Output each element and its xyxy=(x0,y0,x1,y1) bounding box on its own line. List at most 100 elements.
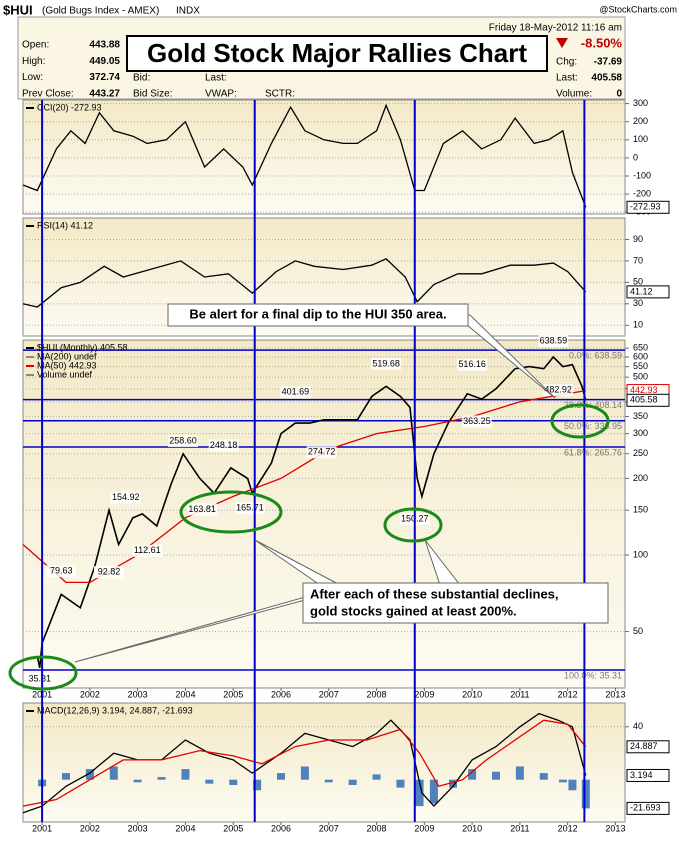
info-label: Open: xyxy=(22,40,49,51)
last-value: 442.93 xyxy=(630,385,658,395)
info-label: High: xyxy=(22,56,45,67)
point-label: 163.81 xyxy=(188,504,216,514)
point-label-box xyxy=(132,544,163,557)
info-label: Prev Close: xyxy=(22,89,74,100)
point-label: 112.61 xyxy=(134,545,161,555)
point-label: 516.16 xyxy=(458,359,486,369)
y-tick-label: 90 xyxy=(633,234,643,244)
last-label: Last: xyxy=(556,73,578,84)
point-label: 482.92 xyxy=(544,384,572,394)
y-tick-label: -200 xyxy=(633,188,651,198)
panel-background xyxy=(22,702,626,823)
last-value: 405.58 xyxy=(630,395,658,405)
histogram-bar xyxy=(468,769,477,780)
y-tick-label: 10 xyxy=(633,320,643,330)
chg-value: -37.69 xyxy=(594,57,623,68)
level-label: 100.0%: 35.31 xyxy=(564,670,622,680)
y-tick-label: -100 xyxy=(633,170,651,180)
point-label-box xyxy=(168,435,199,448)
y-tick-label: 100 xyxy=(633,549,648,559)
point-label-box xyxy=(461,415,492,428)
histogram-bar xyxy=(229,779,238,785)
y-tick-label: 250 xyxy=(633,448,648,458)
point-label: 638.59 xyxy=(540,336,568,346)
x-tick-label: 2002 xyxy=(80,823,100,833)
highlight-ellipse xyxy=(383,507,443,543)
series-line xyxy=(22,103,587,208)
point-label: 92.82 xyxy=(98,567,121,577)
y-tick-label: 70 xyxy=(633,255,643,265)
histogram-bar xyxy=(277,773,285,780)
y-tick-label: 0 xyxy=(633,152,638,162)
banner: Gold Stock Major Rallies Chart xyxy=(147,38,527,68)
series-line xyxy=(22,258,587,308)
x-tick-label: 2004 xyxy=(175,689,195,699)
x-tick-label: 2007 xyxy=(319,689,339,699)
y-tick-label: 600 xyxy=(633,351,648,361)
histogram-bar xyxy=(253,779,262,791)
point-label: 258.60 xyxy=(169,435,197,445)
legend-label: MA(200) undef xyxy=(37,351,97,361)
histogram-bar xyxy=(157,777,166,780)
info-label: Low: xyxy=(22,72,43,83)
point-label-box xyxy=(110,491,141,504)
histogram-bar xyxy=(85,769,94,780)
volume-value: 0 xyxy=(616,89,622,100)
point-label: 35.31 xyxy=(28,673,51,683)
histogram-bar xyxy=(181,769,190,780)
y-tick-label: 40 xyxy=(633,721,643,731)
x-tick-label: 2013 xyxy=(605,823,625,833)
legend-label: MA(50) 442.93 xyxy=(37,360,97,370)
index-name: (Gold Bugs Index - AMEX) xyxy=(42,6,159,17)
x-tick-label: 2005 xyxy=(223,689,243,699)
histogram-bar xyxy=(133,779,142,783)
histogram-bar xyxy=(558,779,567,783)
y-tick-label: 650 xyxy=(633,343,648,353)
point-label: 401.69 xyxy=(282,387,310,397)
field: Last: xyxy=(205,73,227,84)
field: Bid: xyxy=(133,73,150,84)
point-label-box xyxy=(543,384,574,397)
point-label: 248.18 xyxy=(210,440,238,450)
x-tick-label: 2013 xyxy=(605,689,625,699)
highlight-ellipse xyxy=(179,490,283,534)
down-arrow xyxy=(556,38,568,48)
histogram-bar xyxy=(372,774,381,780)
last-value: 24.887 xyxy=(630,741,658,751)
banner-box xyxy=(126,35,548,72)
series-line xyxy=(22,712,587,814)
histogram-bar xyxy=(396,779,405,788)
histogram-bar xyxy=(348,779,357,785)
source: @StockCharts.com xyxy=(599,4,677,14)
x-tick-label: 2009 xyxy=(414,689,434,699)
chg-label: Chg: xyxy=(556,57,577,68)
point-label: 274.72 xyxy=(308,447,336,457)
y-tick-label: 50 xyxy=(633,626,643,636)
histogram-bar xyxy=(515,766,524,780)
y-tick-label: 550 xyxy=(633,361,648,371)
info-value: 443.27 xyxy=(89,89,120,100)
histogram-bar xyxy=(581,779,590,809)
last-value: 405.58 xyxy=(591,73,622,84)
series-line xyxy=(36,355,587,669)
x-tick-label: 2003 xyxy=(128,689,148,699)
point-label-box xyxy=(306,446,337,459)
y-tick-label: 350 xyxy=(633,411,648,421)
legend-label: $HUI (Monthly) 405.58 xyxy=(37,342,128,352)
histogram-bar xyxy=(205,779,214,784)
field: Bid Size: xyxy=(133,89,172,100)
legend-label: RSI(14) 41.12 xyxy=(37,220,93,230)
x-tick-label: 2010 xyxy=(462,689,482,699)
y-tick-label: 500 xyxy=(633,372,648,382)
point-label: 79.63 xyxy=(50,566,73,576)
point-label-box xyxy=(538,335,569,348)
x-tick-label: 2001 xyxy=(32,823,52,833)
x-tick-label: 2012 xyxy=(558,689,578,699)
highlight-ellipse xyxy=(8,655,78,691)
last-value: 3.194 xyxy=(630,770,653,780)
histogram-bar xyxy=(300,766,309,780)
point-label-box xyxy=(371,357,402,370)
x-tick-label: 2006 xyxy=(271,689,291,699)
symbol: $HUI xyxy=(3,2,33,17)
y-tick-label: 150 xyxy=(633,505,648,515)
